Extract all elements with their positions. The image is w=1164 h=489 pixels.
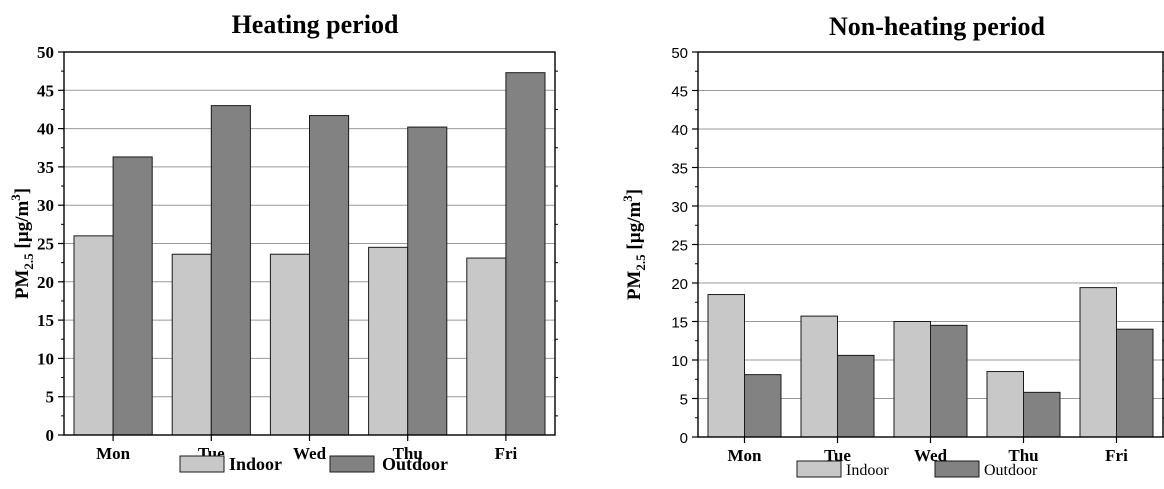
bar-outdoor-wed — [930, 324, 968, 438]
x-tick-label: Wed — [293, 444, 327, 463]
bar-outdoor-fri — [505, 72, 546, 436]
bar-indoor-thu — [368, 246, 409, 436]
chart-title: Heating period — [232, 10, 399, 39]
y-tick-label: 45 — [671, 84, 688, 101]
y-tick-label: 35 — [671, 161, 688, 178]
y-axis-label: PM2.5 [µg/m3] — [8, 188, 36, 299]
bar-outdoor-tue — [210, 105, 251, 436]
x-tick-label: Fri — [1105, 446, 1128, 465]
y-axis-label-subscript: 2.5 — [633, 254, 648, 271]
y-tick-label: 30 — [671, 199, 688, 216]
y-axis-label-superscript: 3 — [8, 194, 23, 201]
bar-indoor-wed — [269, 253, 310, 436]
y-tick-label: 25 — [37, 235, 54, 254]
y-tick-label: 20 — [671, 276, 688, 293]
y-axis-label-main: PM — [624, 271, 645, 301]
legend-swatch-indoor — [179, 455, 225, 473]
y-tick-label: 10 — [671, 353, 688, 370]
x-tick-label: Wed — [914, 446, 948, 465]
y-axis-label-main: PM — [12, 270, 33, 300]
x-tick-label: Thu — [1008, 446, 1038, 465]
bar-indoor-wed — [893, 321, 931, 438]
bar-indoor-tue — [171, 253, 212, 436]
y-tick-label: 20 — [37, 273, 54, 292]
bar-outdoor-tue — [837, 354, 875, 438]
y-tick-label: 5 — [46, 388, 55, 407]
y-tick-label: 25 — [671, 238, 688, 255]
y-tick-label: 0 — [46, 426, 55, 445]
y-axis-label-subscript: 2.5 — [21, 253, 36, 270]
x-tick-label: Tue — [824, 446, 851, 465]
x-tick-label: Mon — [728, 446, 763, 465]
y-tick-label: 50 — [37, 43, 54, 62]
y-tick-label: 45 — [37, 81, 54, 100]
bar-outdoor-fri — [1116, 328, 1154, 438]
legend-swatch-outdoor — [329, 455, 375, 473]
y-tick-label: 50 — [671, 45, 688, 62]
bar-outdoor-thu — [407, 126, 448, 436]
y-axis-label-unit: [µg/m — [12, 201, 33, 254]
y-axis-label-superscript: 3 — [620, 195, 635, 202]
legend-label-indoor: Indoor — [229, 454, 282, 474]
legend-swatch-outdoor — [934, 460, 980, 478]
y-tick-label: 35 — [37, 158, 54, 177]
bar-indoor-mon — [707, 294, 745, 438]
chart-title: Non-heating period — [829, 12, 1046, 41]
y-tick-label: 40 — [671, 122, 688, 139]
y-axis-label-unit: [µg/m — [624, 202, 645, 255]
y-tick-label: 15 — [37, 311, 54, 330]
y-tick-label: 40 — [37, 120, 54, 139]
bar-outdoor-wed — [309, 115, 350, 436]
legend-swatch-indoor — [796, 460, 842, 478]
chart-panel-2: Non-heating period 0 5 10 15 20 25 30 35 40 45 50 Mo… — [620, 12, 1164, 479]
y-tick-label: 15 — [671, 315, 688, 332]
bar-indoor-fri — [1079, 287, 1117, 438]
bar-outdoor-mon — [744, 374, 782, 438]
y-axis-label-close: ] — [624, 189, 645, 195]
legend-label-indoor: Indoor — [846, 462, 889, 479]
y-tick-label: 30 — [37, 196, 54, 215]
bar-outdoor-thu — [1023, 391, 1061, 438]
bar-outdoor-mon — [112, 156, 153, 436]
bar-indoor-fri — [466, 257, 507, 436]
y-tick-label: 0 — [680, 430, 688, 447]
x-tick-label: Mon — [96, 444, 131, 463]
legend-label-outdoor: Outdoor — [382, 454, 448, 474]
bar-indoor-thu — [986, 371, 1024, 438]
x-tick-label: Thu — [393, 444, 423, 463]
bar-indoor-tue — [800, 315, 838, 438]
bar-indoor-mon — [73, 235, 114, 436]
y-axis-label: PM2.5 [µg/m3] — [620, 189, 648, 300]
y-tick-label: 10 — [37, 349, 54, 368]
legend-label-outdoor: Outdoor — [984, 462, 1038, 479]
y-tick-label: 5 — [680, 392, 688, 409]
y-axis-label-close: ] — [12, 188, 33, 194]
x-tick-label: Fri — [495, 444, 518, 463]
